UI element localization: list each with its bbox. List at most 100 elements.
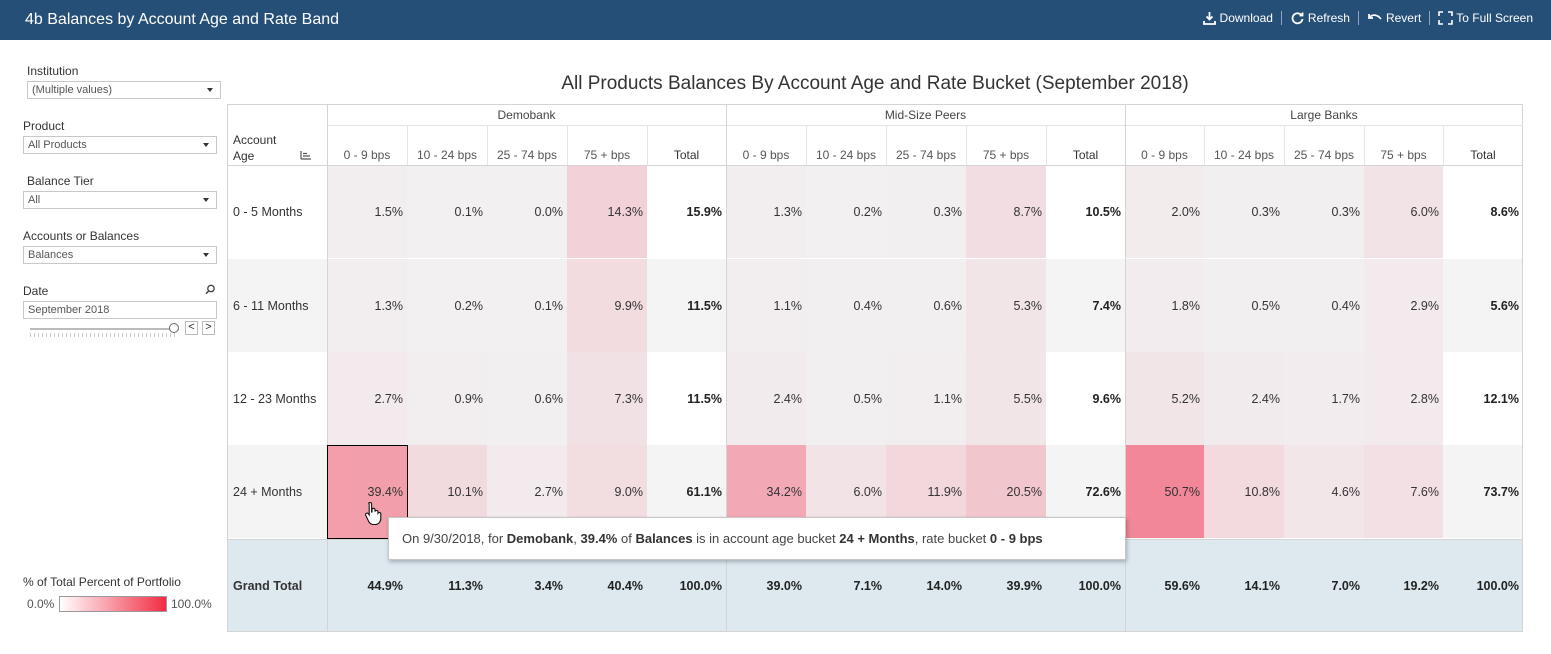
total-cell[interactable]: 73.7% (1483, 484, 1519, 499)
row-header: 12 - 23 Months (233, 391, 317, 406)
heatmap-cell[interactable]: 0.5% (806, 352, 886, 445)
total-cell[interactable]: 7.4% (1092, 298, 1122, 313)
grand-total-cell[interactable]: 7.1% (853, 578, 883, 593)
grand-total-cell[interactable]: 39.9% (1006, 578, 1042, 593)
heatmap-cell[interactable]: 2.7% (327, 352, 407, 445)
download-button[interactable]: Download (1202, 11, 1273, 25)
full-screen-icon (1438, 11, 1454, 25)
balance-tier-dropdown[interactable]: All (23, 191, 217, 209)
grand-total-cell[interactable]: 14.0% (926, 578, 962, 593)
product-dropdown[interactable]: All Products (23, 136, 217, 154)
date-slider-track[interactable] (30, 328, 175, 330)
date-filter-label: Date (23, 284, 49, 298)
heatmap-cell[interactable]: 5.2% (1125, 352, 1204, 445)
grand-total-cell[interactable]: 59.6% (1164, 578, 1200, 593)
search-icon[interactable] (205, 284, 216, 295)
refresh-button[interactable]: Refresh (1290, 11, 1350, 25)
product-dropdown-value: All Products (28, 139, 87, 151)
total-cell[interactable]: 9.6% (1092, 391, 1122, 406)
heatmap-cell[interactable]: 6.0% (1364, 165, 1443, 258)
row-header-divider (327, 104, 328, 632)
account-age-header-line-1: Account (233, 133, 277, 147)
color-legend-gradient (59, 596, 167, 612)
heatmap-cell[interactable]: 7.6% (1364, 445, 1443, 538)
heatmap-cell[interactable]: 7.3% (567, 352, 647, 445)
heatmap-cell[interactable]: 50.7% (1125, 445, 1204, 538)
full-screen-button[interactable]: To Full Screen (1438, 11, 1533, 25)
heatmap-cell[interactable]: 0.6% (886, 259, 966, 352)
heatmap-cell[interactable]: 0.1% (407, 165, 487, 258)
heatmap-cell[interactable]: 10.8% (1204, 445, 1284, 538)
grand-total-cell[interactable]: 100.0% (1476, 578, 1519, 593)
grand-total-cell[interactable]: 19.2% (1403, 578, 1439, 593)
heatmap-cell[interactable]: 0.6% (487, 352, 567, 445)
heatmap-cell[interactable]: 5.5% (966, 352, 1046, 445)
grand-total-cell[interactable]: 7.0% (1331, 578, 1361, 593)
total-cell[interactable]: 11.5% (687, 298, 722, 313)
heatmap-cell[interactable]: 5.3% (966, 259, 1046, 352)
heatmap-cell[interactable]: 0.0% (487, 165, 567, 258)
column-divider (1204, 125, 1205, 165)
grand-total-cell[interactable]: 11.3% (448, 578, 483, 593)
heatmap-cell[interactable]: 1.8% (1125, 259, 1204, 352)
total-cell[interactable]: 8.6% (1490, 204, 1520, 219)
revert-button[interactable]: Revert (1367, 11, 1421, 25)
heatmap-cell[interactable]: 2.4% (1204, 352, 1284, 445)
heatmap-cell[interactable]: 2.8% (1364, 352, 1443, 445)
total-cell[interactable]: 11.5% (687, 391, 722, 406)
heatmap-cell[interactable]: 0.9% (407, 352, 487, 445)
total-cell[interactable]: 12.1% (1483, 391, 1519, 406)
heatmap-cell[interactable]: 2.4% (726, 352, 806, 445)
total-cell[interactable]: 72.6% (1085, 484, 1121, 499)
heatmap-cell[interactable]: 1.5% (327, 165, 407, 258)
grand-total-cell[interactable]: 39.0% (766, 578, 802, 593)
row-header: 6 - 11 Months (233, 298, 309, 313)
sort-icon[interactable] (300, 150, 312, 160)
group-header: Large Banks (1290, 107, 1358, 122)
total-cell[interactable]: 15.9% (686, 204, 722, 219)
heatmap-cell[interactable]: 0.4% (806, 259, 886, 352)
grand-total-cell[interactable]: 100.0% (1078, 578, 1121, 593)
heatmap-cell[interactable]: 4.6% (1284, 445, 1364, 538)
heatmap-cell[interactable]: 1.3% (327, 259, 407, 352)
grand-total-cell[interactable]: 100.0% (679, 578, 722, 593)
heatmap-cell[interactable]: 1.7% (1284, 352, 1364, 445)
heatmap-cell[interactable]: 9.9% (567, 259, 647, 352)
heatmap-cell[interactable]: 1.1% (726, 259, 806, 352)
row-header: 24 + Months (233, 484, 303, 499)
heatmap-cell[interactable]: 0.2% (806, 165, 886, 258)
date-input-value: September 2018 (28, 304, 110, 316)
balance-tier-filter-label: Balance Tier (27, 174, 94, 188)
date-previous-button[interactable]: < (185, 321, 198, 335)
heatmap-cell[interactable]: 0.3% (886, 165, 966, 258)
grand-total-cell[interactable]: 40.4% (607, 578, 643, 593)
column-divider (886, 125, 887, 165)
chevron-left-icon: < (188, 321, 195, 333)
total-cell[interactable]: 10.5% (1085, 204, 1121, 219)
heatmap-cell[interactable]: 1.3% (726, 165, 806, 258)
heatmap-cell[interactable]: 0.4% (1284, 259, 1364, 352)
heatmap-cell[interactable]: 0.5% (1204, 259, 1284, 352)
date-input[interactable]: September 2018 (23, 301, 217, 319)
grand-total-cell[interactable]: 3.4% (534, 578, 564, 593)
total-cell[interactable]: 61.1% (686, 484, 722, 499)
heatmap-cell[interactable]: 2.0% (1125, 165, 1204, 258)
heatmap-cell[interactable]: 2.9% (1364, 259, 1443, 352)
institution-dropdown[interactable]: (Multiple values) (27, 81, 221, 99)
date-slider-handle[interactable] (169, 323, 179, 333)
heatmap-cell[interactable]: 1.1% (886, 352, 966, 445)
date-next-button[interactable]: > (202, 321, 215, 335)
chevron-right-icon: > (205, 321, 212, 333)
heatmap-cell[interactable]: 0.1% (487, 259, 567, 352)
grand-total-cell[interactable]: 14.1% (1244, 578, 1280, 593)
grand-total-cell[interactable]: 44.9% (367, 578, 403, 593)
heatmap-cell[interactable]: 8.7% (966, 165, 1046, 258)
heatmap-cell[interactable]: 0.3% (1204, 165, 1284, 258)
heatmap-cell[interactable]: 0.2% (407, 259, 487, 352)
refresh-icon (1291, 12, 1304, 25)
heatmap-cell[interactable]: 0.3% (1284, 165, 1364, 258)
accounts-or-balances-dropdown[interactable]: Balances (23, 246, 217, 264)
total-cell[interactable]: 5.6% (1490, 298, 1520, 313)
heatmap-cell[interactable]: 14.3% (567, 165, 647, 258)
top-bar: 4b Balances by Account Age and Rate Band… (0, 0, 1551, 40)
